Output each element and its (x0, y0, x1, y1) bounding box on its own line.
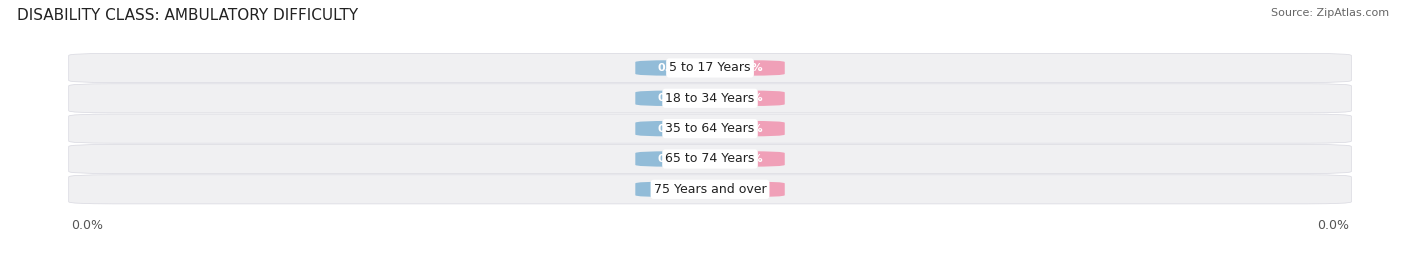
FancyBboxPatch shape (710, 121, 785, 136)
Text: 0.0%: 0.0% (658, 93, 688, 103)
Text: DISABILITY CLASS: AMBULATORY DIFFICULTY: DISABILITY CLASS: AMBULATORY DIFFICULTY (17, 8, 359, 23)
FancyBboxPatch shape (636, 60, 710, 76)
FancyBboxPatch shape (636, 151, 710, 167)
Text: 0.0%: 0.0% (733, 93, 762, 103)
Text: Source: ZipAtlas.com: Source: ZipAtlas.com (1271, 8, 1389, 18)
FancyBboxPatch shape (636, 182, 710, 197)
Text: 0.0%: 0.0% (658, 63, 688, 73)
FancyBboxPatch shape (710, 182, 785, 197)
FancyBboxPatch shape (636, 91, 710, 106)
FancyBboxPatch shape (710, 91, 785, 106)
FancyBboxPatch shape (636, 121, 710, 136)
Text: 0.0%: 0.0% (658, 124, 688, 134)
FancyBboxPatch shape (710, 151, 785, 167)
Text: 0.0%: 0.0% (733, 184, 762, 194)
Text: 65 to 74 Years: 65 to 74 Years (665, 152, 755, 165)
Text: 0.0%: 0.0% (733, 124, 762, 134)
Text: 0.0%: 0.0% (658, 184, 688, 194)
FancyBboxPatch shape (710, 60, 785, 76)
Text: 5 to 17 Years: 5 to 17 Years (669, 61, 751, 75)
FancyBboxPatch shape (69, 84, 1351, 113)
Text: 0.0%: 0.0% (733, 154, 762, 164)
Text: 18 to 34 Years: 18 to 34 Years (665, 92, 755, 105)
FancyBboxPatch shape (69, 144, 1351, 174)
Text: 75 Years and over: 75 Years and over (654, 183, 766, 196)
FancyBboxPatch shape (69, 114, 1351, 143)
FancyBboxPatch shape (69, 53, 1351, 83)
FancyBboxPatch shape (69, 175, 1351, 204)
Text: 0.0%: 0.0% (733, 63, 762, 73)
Text: 35 to 64 Years: 35 to 64 Years (665, 122, 755, 135)
Text: 0.0%: 0.0% (658, 154, 688, 164)
